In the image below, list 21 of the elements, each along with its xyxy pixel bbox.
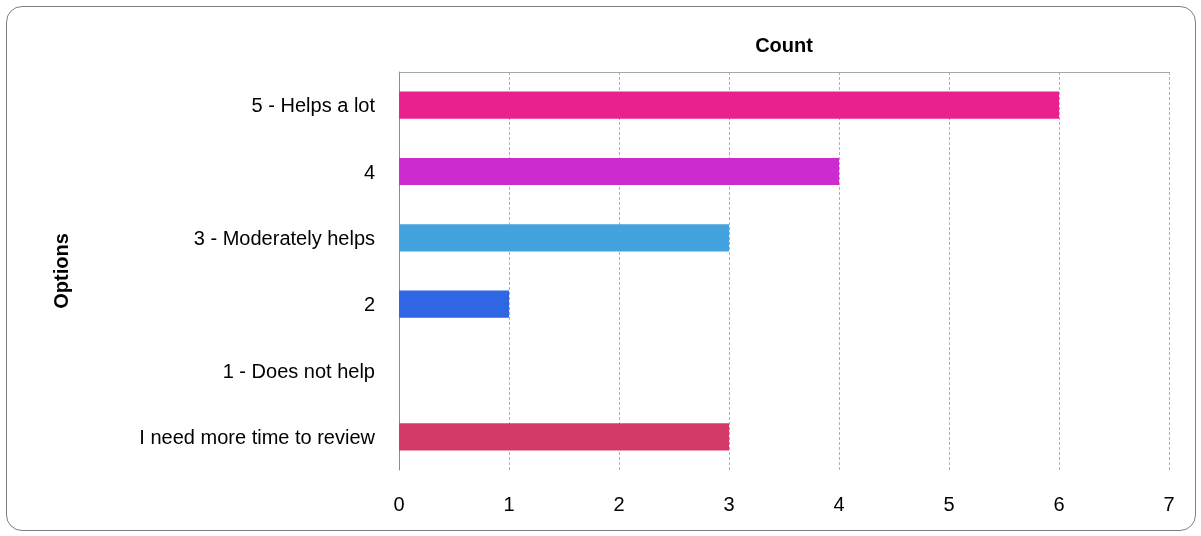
x-tick-label: 2 (613, 493, 625, 515)
x-axis-title: Count (755, 34, 814, 56)
x-tick-label: 4 (833, 493, 845, 515)
y-tick-label: 3 - Moderately helps (193, 226, 375, 249)
x-tick-label: 1 (503, 493, 515, 515)
x-tick-label: 0 (393, 493, 405, 515)
bar (399, 91, 1059, 119)
x-tick-label: 3 (723, 493, 735, 515)
x-tick-label: 7 (1163, 493, 1175, 515)
bar (399, 224, 729, 252)
x-tick-label: 5 (943, 493, 955, 515)
bar (399, 423, 729, 451)
x-tick-label: 6 (1053, 493, 1065, 515)
y-tick-label: 2 (363, 293, 375, 316)
y-tick-label: 1 - Does not help (222, 359, 375, 382)
y-tick-label: I need more time to review (139, 425, 376, 448)
bar (399, 290, 509, 318)
y-axis-title: Options (50, 233, 72, 309)
bar (399, 157, 839, 186)
y-tick-label: 4 (363, 160, 375, 183)
y-tick-label: 5 - Helps a lot (251, 94, 376, 117)
